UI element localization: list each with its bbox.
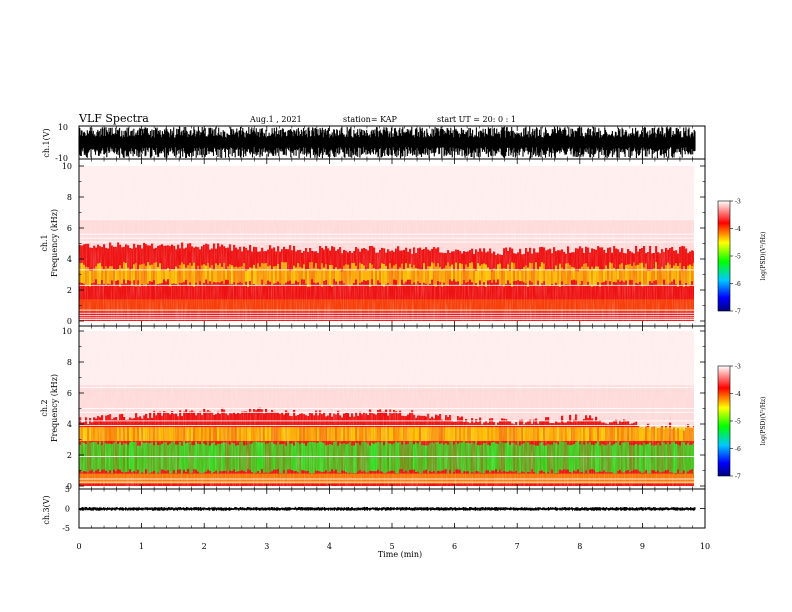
ch3-waveform-panel: 50-50 1 2 3 4 5 6 7 8 9 10 ch.3(V) Time (min) [42, 485, 710, 559]
y-tick-label: 4 [67, 420, 72, 429]
y-tick-label: 10 [62, 327, 72, 336]
ch2-colorbar-ticks: -3 -4 -5 -6 -7 [730, 364, 741, 481]
date-label: Aug.1 , 2021 [249, 115, 302, 124]
colorbar-tick-label: -7 [735, 309, 741, 316]
x-tick-label: 4 [327, 542, 332, 551]
colorbar-tick-label: -4 [735, 226, 741, 233]
spectrogram-green-column [695, 444, 697, 473]
y-tick-label: -5 [62, 524, 70, 533]
ch1-waveform-trace [78, 126, 696, 159]
x-tick-label: 7 [515, 542, 520, 551]
ch2-spectrogram-lines [79, 387, 694, 483]
y-tick-label: 4 [67, 255, 72, 264]
spectrogram-orange-column [695, 299, 697, 311]
x-tick-label: 3 [264, 542, 269, 551]
y-tick-label: 8 [67, 193, 72, 202]
x-tick-label: 2 [202, 542, 207, 551]
y-tick-label: 2 [67, 286, 72, 295]
y-tick-label: 5 [65, 485, 70, 494]
station-label: station= KAP [343, 115, 398, 124]
ch2-spectrogram-ticks: 0 2 4 6 8 10 [62, 326, 706, 491]
waveform-trace-line [78, 126, 696, 159]
ch1-spectrogram-lines [79, 233, 694, 320]
start-time-label: start UT = 20: 0 : 1 [437, 115, 516, 124]
x-tick-label: 8 [577, 542, 582, 551]
x-tick-label: 6 [452, 542, 457, 551]
ch1-colorbar-label: log(PSD)(V²/Hz) [760, 232, 767, 281]
colorbar-tick-label: -6 [735, 446, 741, 453]
spectrogram-red-column [695, 248, 697, 321]
ch2-colorbar: -3 -4 -5 -6 -7 log(PSD)(V²/Hz) [717, 364, 767, 481]
colorbar-tick-label: -3 [735, 364, 741, 371]
x-axis-label: Time (min) [378, 550, 422, 559]
x-tick-label: 1 [139, 542, 144, 551]
x-tick-label: 0 [76, 542, 81, 551]
ch1-spectrogram-ylabel-channel: ch.1 [40, 234, 49, 251]
y-tick-label: 10 [62, 162, 72, 171]
waveform-trace-line [78, 506, 696, 511]
ch2-spectrogram-panel: 0 2 4 6 8 10 ch.2 Frequency (kHz) [40, 325, 706, 491]
ch3-waveform-trace [78, 506, 696, 511]
ch1-spectrogram-noise [79, 166, 694, 321]
ch2-colorbar-label: log(PSD)(V²/Hz) [760, 397, 767, 446]
colorbar-tick-label: -5 [735, 419, 741, 426]
ch1-spectrogram-ticks: 0 2 4 6 8 10 [62, 159, 706, 326]
ch1-spectrogram-ylabel: Frequency (kHz) [50, 209, 59, 277]
colorbar-tick-label: -7 [735, 474, 741, 481]
x-tick-label: 5 [389, 542, 394, 551]
colorbar-tick-label: -3 [735, 199, 741, 206]
colorbar-tick-label: -5 [735, 254, 741, 261]
spectrogram-lower-column [695, 474, 697, 484]
ch1-spectrogram-panel: 0 2 4 6 8 10 ch.1 Frequency (kHz) [40, 158, 706, 327]
figure-title: VLF Spectra [78, 112, 149, 125]
y-tick-label: 8 [67, 358, 72, 367]
y-tick-label: 0 [67, 317, 72, 326]
ch1-waveform-ylabel: ch.1(V) [42, 128, 51, 157]
ch1-colorbar-ticks: -3 -4 -5 -6 -7 [730, 199, 741, 316]
spectrogram-yellow-column [695, 427, 697, 441]
x-tick-label: 10 [700, 542, 710, 551]
ch3-waveform-ylabel: ch.3(V) [42, 495, 51, 524]
spectrogram-yellow-column [695, 268, 697, 283]
y-tick-label: 0 [67, 482, 72, 491]
colorbar-tick-label: -6 [735, 281, 741, 288]
ch2-spectrogram-ylabel-channel: ch.2 [40, 399, 49, 416]
ch2-colorbar-gradient [717, 365, 731, 477]
spectrogram-red-column [695, 427, 697, 486]
ch1-colorbar-gradient [717, 200, 731, 312]
ch1-waveform-ytick-bottom: -10 [55, 154, 68, 163]
y-tick-label: 0 [65, 505, 70, 514]
ch1-waveform-ytick-top: 10 [58, 123, 68, 132]
y-tick-label: 2 [67, 451, 72, 460]
ch2-spectrogram-ylabel: Frequency (kHz) [50, 374, 59, 442]
ch1-waveform-panel: 10 -10 ch.1(V) [42, 123, 706, 163]
colorbar-tick-label: -4 [735, 391, 741, 398]
y-tick-label: 6 [67, 389, 72, 398]
x-tick-label: 9 [640, 542, 645, 551]
ch1-colorbar: -3 -4 -5 -6 -7 log(PSD)(V²/Hz) [717, 199, 767, 316]
y-tick-label: 6 [67, 224, 72, 233]
ch3-waveform-ticks: 50-50 1 2 3 4 5 6 7 8 9 10 [62, 485, 710, 551]
